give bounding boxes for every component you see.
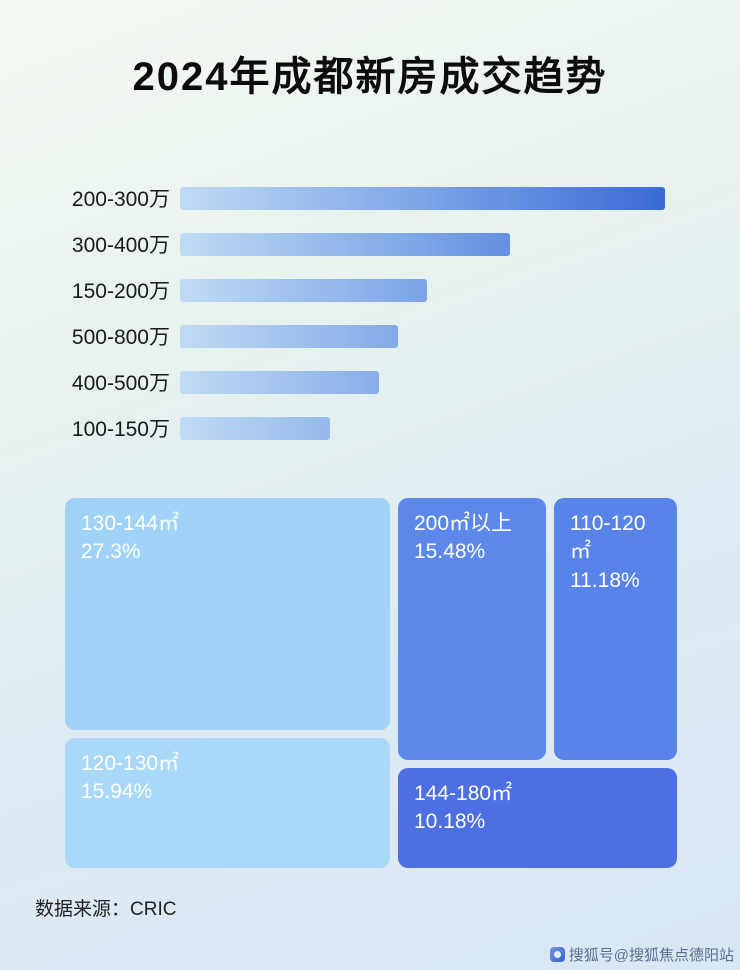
bar-category-label: 300-400万 [71, 234, 170, 257]
bar [180, 232, 510, 256]
bar-row: 400-500万 [30, 370, 665, 395]
treemap-box: 144-180㎡ 10.18% [398, 768, 677, 868]
treemap-box-label: 144-180㎡ [414, 782, 513, 805]
treemap-box-value: 27.3% [81, 540, 141, 564]
sohu-logo-icon [549, 947, 565, 962]
bar-category-label: 500-800万 [71, 326, 170, 349]
bar-category-label: 100-150万 [71, 418, 170, 441]
treemap-box: 200㎡以上 15.48% [398, 498, 546, 760]
bar [180, 416, 330, 440]
treemap-box-value: 11.18% [570, 568, 640, 592]
bar [180, 186, 665, 210]
treemap-box: 110-120㎡ 11.18% [554, 498, 677, 760]
bar-category-label: 400-500万 [71, 372, 170, 395]
area-share-treemap: 130-144㎡ 27.3% 200㎡以上 15.48% 110-120㎡ 11… [65, 498, 677, 868]
treemap-box: 120-130㎡ 15.94% [65, 738, 390, 868]
bar-row: 500-800万 [30, 324, 665, 349]
bar-row: 100-150万 [30, 416, 665, 441]
data-source-note: 数据来源：CRIC [35, 899, 177, 920]
treemap-box-label: 130-144㎡ [81, 512, 180, 535]
treemap-box: 130-144㎡ 27.3% [65, 498, 390, 730]
watermark: 搜狐号@搜狐焦点德阳站 [549, 944, 734, 965]
bar [180, 370, 379, 394]
treemap-box-value: 15.48% [414, 540, 486, 564]
page-title: 2024年成都新房成交趋势 [132, 55, 608, 99]
price-range-bar-chart: 200-300万 300-400万 150-200万 500-800万 400-… [30, 186, 665, 462]
treemap-box-label: 110-120㎡ [570, 512, 646, 564]
watermark-text: 搜狐号@搜狐焦点德阳站 [568, 947, 734, 964]
treemap-box-value: 15.94% [81, 780, 153, 804]
treemap-box-label: 200㎡以上 [414, 512, 513, 535]
treemap-box-value: 10.18% [414, 810, 486, 834]
bar [180, 278, 427, 302]
bar-category-label: 200-300万 [71, 188, 170, 211]
treemap-box-label: 120-130㎡ [81, 752, 180, 775]
bar-row: 150-200万 [30, 278, 665, 303]
bar [180, 324, 398, 348]
bar-category-label: 150-200万 [71, 280, 170, 303]
bar-row: 300-400万 [30, 232, 665, 257]
bar-row: 200-300万 [30, 186, 665, 211]
